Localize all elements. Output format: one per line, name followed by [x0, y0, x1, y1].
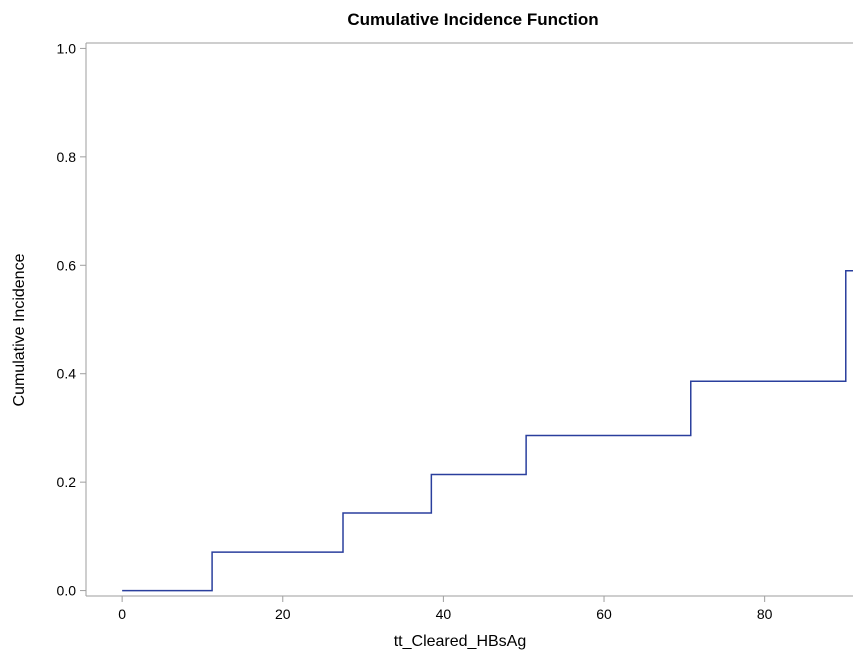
- y-tick-label: 0.4: [57, 366, 77, 382]
- x-tick-label: 20: [275, 606, 291, 622]
- x-tick-label: 40: [436, 606, 452, 622]
- y-tick-label: 0.8: [57, 149, 77, 165]
- series-step-line: [122, 269, 853, 592]
- plot-frame: [85, 42, 853, 597]
- y-ticks: 0.0 0.2 0.4 0.6 0.8 1.0: [57, 40, 86, 599]
- x-axis-label: tt_Cleared_HBsAg: [394, 633, 527, 650]
- y-tick-label: 0.2: [57, 474, 77, 490]
- y-tick-label: 0.6: [57, 257, 77, 273]
- y-tick-label: 1.0: [57, 40, 77, 56]
- y-axis-label: Cumulative Incidence: [11, 253, 28, 406]
- x-tick-label: 60: [596, 606, 612, 622]
- x-ticks: 0 20 40 60 80: [118, 596, 773, 622]
- y-tick-label: 0.0: [57, 583, 77, 599]
- x-tick-label: 80: [757, 606, 773, 622]
- chart-title: Cumulative Incidence Function: [347, 10, 598, 29]
- x-tick-label: 0: [118, 606, 126, 622]
